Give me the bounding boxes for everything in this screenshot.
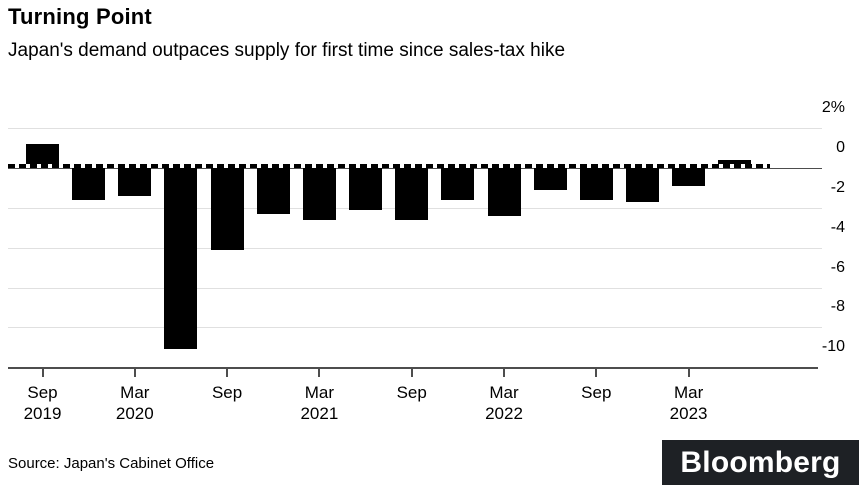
zero-dashed-line <box>8 164 770 168</box>
y-axis-label-2: 2% <box>821 99 845 116</box>
bar-sep-2019 <box>26 144 59 168</box>
x-tick-mar-2020 <box>133 369 136 377</box>
bar-mar-2021 <box>302 168 336 220</box>
bar-jun-2022 <box>533 168 567 190</box>
gridline--6 <box>8 288 822 289</box>
x-axis-label-month: Sep <box>27 383 58 402</box>
x-axis-label-month: Sep <box>581 383 612 402</box>
x-axis-label-month: Mar <box>304 383 335 402</box>
x-axis-label-month: Sep <box>211 383 243 402</box>
bar-sep-2020 <box>210 168 244 250</box>
bar-sep-2022 <box>579 168 613 200</box>
bar-mar-2020 <box>118 168 152 196</box>
x-axis-label-year: 2019 <box>23 404 62 423</box>
y-axis-label--8: -8 <box>830 298 845 315</box>
y-axis-label-0: 0 <box>836 139 845 156</box>
gridline--8 <box>8 327 822 328</box>
chart-subtitle: Japan's demand outpaces supply for first… <box>8 40 566 61</box>
x-axis-label-year: 2023 <box>669 404 708 423</box>
bloomberg-logo-text: Bloomberg <box>680 445 841 479</box>
x-tick-mar-2021 <box>318 369 321 377</box>
source-note: Source: Japan's Cabinet Office <box>8 455 215 472</box>
x-tick-sep-mid <box>410 369 413 377</box>
bar-mar-2022 <box>487 168 521 216</box>
x-tick-sep-mid <box>226 369 229 377</box>
y-axis-label--6: -6 <box>830 259 845 276</box>
x-tick-mar-2022 <box>503 369 505 377</box>
x-tick-mar-2023 <box>687 369 690 377</box>
x-axis-label-month: Mar <box>673 383 704 402</box>
bar-mar-2023 <box>672 168 706 186</box>
x-axis-line <box>8 367 818 369</box>
bar-dec-2021 <box>441 168 475 200</box>
x-axis-label-month: Mar <box>120 383 150 402</box>
bloomberg-logo: Bloomberg <box>662 440 859 485</box>
y-axis-label--10: -10 <box>821 338 845 355</box>
bar-dec-2019 <box>72 168 106 200</box>
x-tick-sep-2019 <box>41 369 44 377</box>
gridline--4 <box>8 248 822 249</box>
y-axis-label--2: -2 <box>830 179 845 196</box>
x-tick-sep-mid <box>595 369 598 377</box>
x-axis-label-year: 2022 <box>485 404 523 423</box>
bar-sep-2021 <box>395 168 429 220</box>
bar-jun-2020 <box>164 168 198 350</box>
x-axis-label-month: Sep <box>396 383 427 402</box>
x-axis-label-year: 2020 <box>115 404 154 423</box>
gridline-2 <box>8 128 822 129</box>
chart-title: Turning Point <box>8 4 152 29</box>
x-axis-label-month: Mar <box>489 383 519 402</box>
bar-jun-2021 <box>349 168 383 210</box>
y-axis-label--4: -4 <box>830 219 845 236</box>
x-axis-label-year: 2021 <box>300 404 339 423</box>
bar-dec-2022 <box>625 168 659 202</box>
bar-dec-2020 <box>256 168 290 214</box>
